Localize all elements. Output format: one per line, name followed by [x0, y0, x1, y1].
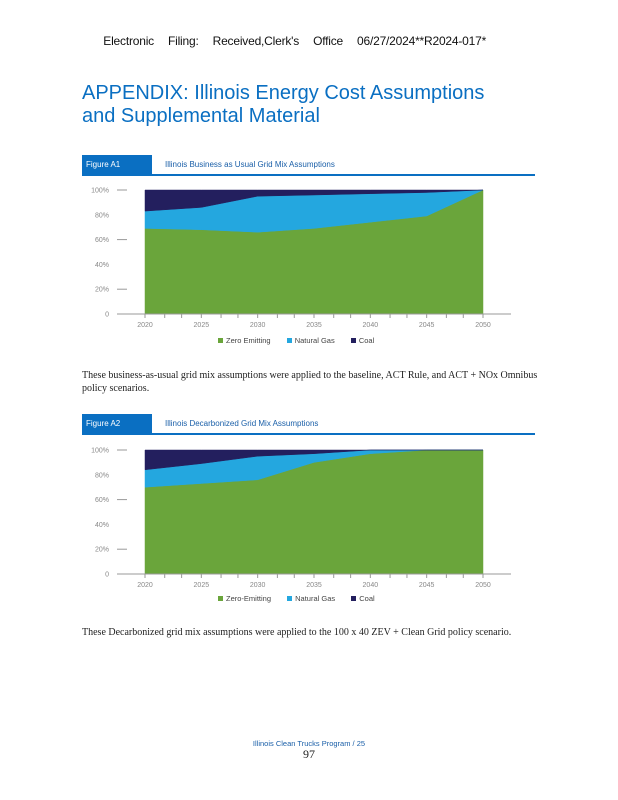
figure-a2-chart-svg: 2020 2025 2030 2035 2040 2045 2050 0 20% 40% 60% 80…	[91, 448, 511, 589]
figure-a1-header: Figure A1 Illinois Business as Usual Gri…	[82, 155, 535, 176]
x-tick-label: 2045	[419, 322, 435, 329]
y-tick-label: 60%	[95, 497, 109, 504]
legend-swatch	[287, 596, 293, 601]
figure-a1-caption: These business-as-usual grid mix assumpt…	[82, 370, 538, 394]
x-tick-label: 2020	[137, 322, 153, 329]
filing-stamp: Electronic Filing: Received,Clerk's Office 0…	[97, 20, 500, 48]
figure-a2-title: Illinois Decarbonized Grid Mix Assumptio…	[165, 419, 319, 428]
x-tick-label: 2025	[194, 322, 210, 329]
legend-swatch	[351, 596, 357, 601]
x-tick-label: 2040	[363, 582, 379, 589]
x-tick-label: 2050	[475, 582, 491, 589]
legend-item-natural-gas: Natural Gas	[286, 336, 335, 345]
page-title: APPENDIX: Illinois Energy Cost Assumptio…	[82, 82, 484, 128]
x-tick-label: 2030	[250, 322, 266, 329]
figure-a2-legend: Zero-Emitting Natural Gas Coal	[218, 594, 389, 603]
stamp-part: Filing:	[167, 34, 199, 48]
x-tick-label: 2030	[250, 582, 266, 589]
figure-a1-chart-svg: 2020 2025 2030 2035 2040 2045 2050 0 20% 40% 60% 80…	[91, 188, 511, 329]
y-tick-label: 20%	[95, 547, 109, 554]
y-tick-label: 20%	[95, 287, 109, 294]
page-title-line-1: APPENDIX: Illinois Energy Cost Assumptio…	[82, 82, 485, 104]
stamp-part: 06/27/2024**R2024-017*	[357, 34, 487, 48]
x-tick-label: 2040	[363, 322, 379, 329]
stamp-part: Received,Clerk's	[212, 34, 300, 48]
area-coal	[144, 189, 484, 212]
legend-item-zero-emitting: Zero-Emitting	[218, 594, 271, 603]
y-tick-label: 40%	[95, 522, 109, 529]
page-number: 97	[303, 747, 315, 761]
y-tick-label: 0	[105, 572, 109, 579]
y-tick-label: 100%	[91, 448, 109, 455]
figure-a1-title: Illinois Business as Usual Grid Mix Assu…	[165, 160, 335, 169]
y-tick-label: 100%	[91, 188, 109, 195]
y-tick-label: 60%	[95, 237, 109, 244]
legend-swatch	[350, 338, 356, 343]
legend-item-coal: Coal	[351, 594, 375, 603]
figure-a1-legend: Zero Emitting Natural Gas Coal	[218, 336, 388, 345]
x-tick-label: 2035	[306, 322, 322, 329]
legend-swatch	[218, 338, 223, 343]
legend-swatch	[218, 596, 223, 601]
y-tick-label: 0	[105, 312, 109, 319]
x-tick-label: 2025	[194, 582, 210, 589]
legend-swatch	[286, 338, 292, 343]
y-tick-label: 80%	[95, 212, 109, 219]
area-coal	[144, 449, 483, 471]
figure-a2-header: Figure A2 Illinois Decarbonized Grid Mix…	[82, 414, 535, 435]
figure-a2-tab: Figure A2	[82, 414, 152, 433]
x-tick-label: 2035	[306, 582, 322, 589]
stamp-part: Office	[313, 34, 344, 48]
footer-label: Illinois Clean Trucks Program / 25	[252, 739, 366, 748]
x-tick-label: 2045	[419, 582, 435, 589]
x-tick-label: 2050	[475, 322, 491, 329]
figure-a2-chart: 2020 2025 2030 2035 2040 2045 2050 0 20% 40% 60% 80…	[82, 440, 522, 595]
figure-a1-chart: 2020 2025 2030 2035 2040 2045 2050 0 20% 40% 60% 80…	[82, 180, 522, 335]
x-tick-label: 2020	[137, 582, 153, 589]
legend-item-zero-emitting: Zero Emitting	[218, 336, 271, 345]
figure-a1-tab: Figure A1	[82, 155, 152, 174]
page-title-line-2: and Supplemental Material	[82, 105, 320, 127]
stamp-part: Electronic	[103, 34, 154, 48]
figure-a2-caption: These Decarbonized grid mix assumptions …	[82, 627, 512, 638]
y-tick-label: 80%	[95, 472, 109, 479]
legend-item-natural-gas: Natural Gas	[287, 594, 335, 603]
y-tick-label: 40%	[95, 262, 109, 269]
legend-item-coal: Coal	[350, 336, 374, 345]
